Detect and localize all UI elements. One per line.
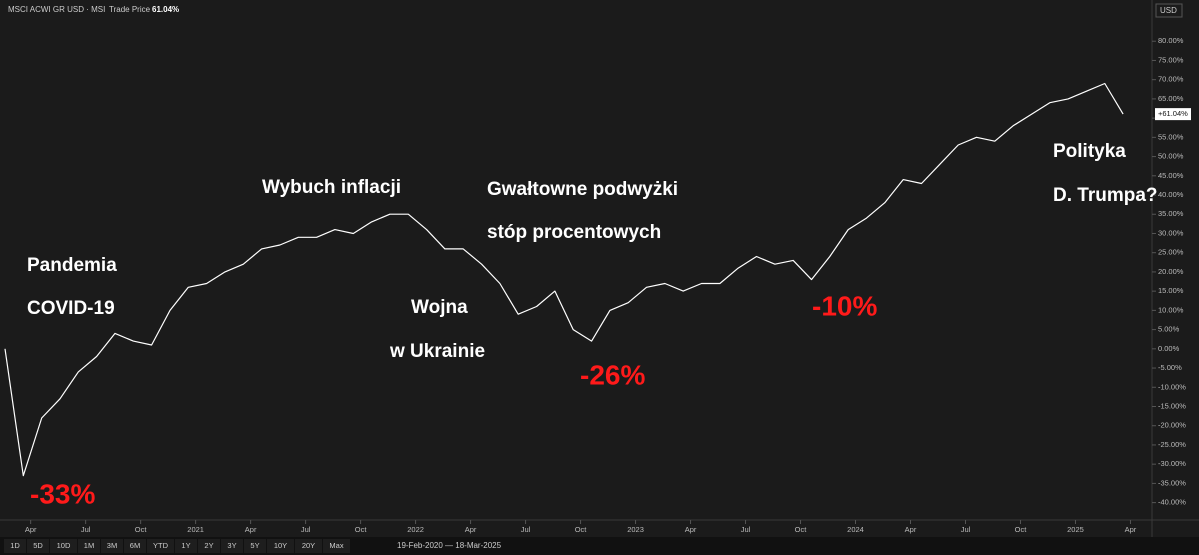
- annotation: COVID-19: [27, 298, 115, 319]
- range-button-label[interactable]: 20Y: [302, 541, 315, 550]
- y-tick-label: 0.00%: [1158, 344, 1180, 353]
- y-tick-label: -30.00%: [1158, 459, 1186, 468]
- header-name: MSCI ACWI GR USD · MSI: [8, 5, 105, 14]
- annotation: w Ukrainie: [389, 341, 485, 362]
- x-tick-label: 2025: [1067, 525, 1084, 534]
- x-tick-label: Jul: [961, 525, 971, 534]
- x-tick-label: Oct: [135, 525, 148, 534]
- y-tick-label: 50.00%: [1158, 152, 1184, 161]
- y-tick-label: 5.00%: [1158, 325, 1180, 334]
- header-price: 61.04%: [152, 5, 179, 14]
- x-tick-label: 2022: [407, 525, 424, 534]
- last-value-badge: [1155, 108, 1191, 121]
- range-button-label[interactable]: 5Y: [250, 541, 259, 550]
- range-button-label[interactable]: 1D: [10, 541, 20, 550]
- y-tick-label: 70.00%: [1158, 75, 1184, 84]
- annotation: Wybuch inflacji: [262, 177, 401, 198]
- y-tick-label: 45.00%: [1158, 171, 1184, 180]
- x-tick-label: Apr: [245, 525, 257, 534]
- annotation: -33%: [30, 478, 95, 509]
- header-price-label: Trade Price: [109, 5, 151, 14]
- y-tick-label: -25.00%: [1158, 440, 1186, 449]
- x-tick-label: Oct: [355, 525, 368, 534]
- range-button[interactable]: [27, 539, 49, 553]
- x-tick-label: Apr: [25, 525, 37, 534]
- y-tick-label: -35.00%: [1158, 478, 1186, 487]
- range-button[interactable]: [124, 539, 146, 553]
- y-tick-label: 25.00%: [1158, 248, 1184, 257]
- annotation: Polityka: [1053, 141, 1126, 162]
- y-tick-label: 35.00%: [1158, 209, 1184, 218]
- y-tick-label: 75.00%: [1158, 55, 1184, 64]
- range-button[interactable]: [267, 539, 294, 553]
- y-tick-label: 30.00%: [1158, 228, 1184, 237]
- date-range[interactable]: 19-Feb-2020 — 18-Mar-2025: [397, 541, 502, 550]
- annotation: -10%: [812, 290, 877, 321]
- range-button-label[interactable]: 6M: [130, 541, 140, 550]
- x-tick-label: Apr: [905, 525, 917, 534]
- y-tick-label: 10.00%: [1158, 305, 1184, 314]
- y-tick-label: -15.00%: [1158, 401, 1186, 410]
- range-button[interactable]: [4, 539, 26, 553]
- range-button[interactable]: [244, 539, 266, 553]
- annotation: -26%: [580, 359, 645, 390]
- range-button-label[interactable]: 3M: [107, 541, 117, 550]
- range-button-label[interactable]: 2Y: [204, 541, 213, 550]
- range-button[interactable]: [175, 539, 197, 553]
- range-button[interactable]: [198, 539, 220, 553]
- price-line: [4, 82, 1124, 477]
- x-tick-label: Oct: [575, 525, 588, 534]
- annotation: Gwałtowne podwyżki: [487, 179, 678, 200]
- range-button-label[interactable]: 3Y: [227, 541, 236, 550]
- y-tick-label: 15.00%: [1158, 286, 1184, 295]
- x-tick-label: 2024: [847, 525, 864, 534]
- range-button[interactable]: [147, 539, 174, 553]
- range-button[interactable]: [221, 539, 243, 553]
- x-tick-label: 2021: [187, 525, 204, 534]
- x-tick-label: Jul: [301, 525, 311, 534]
- y-tick-label: 20.00%: [1158, 267, 1184, 276]
- x-tick-label: 2023: [627, 525, 644, 534]
- range-button[interactable]: [295, 539, 322, 553]
- x-tick-label: Apr: [1125, 525, 1137, 534]
- x-tick-label: Oct: [1015, 525, 1028, 534]
- annotation: stóp procentowych: [487, 222, 661, 243]
- range-button[interactable]: [101, 539, 123, 553]
- y-tick-label: -10.00%: [1158, 382, 1186, 391]
- y-tick-label: -40.00%: [1158, 498, 1186, 507]
- range-button-label[interactable]: 1Y: [181, 541, 190, 550]
- annotation: Pandemia: [27, 255, 117, 276]
- x-tick-label: Apr: [465, 525, 477, 534]
- currency[interactable]: USD: [1160, 6, 1177, 15]
- y-tick-label: 65.00%: [1158, 94, 1184, 103]
- range-button[interactable]: [323, 539, 350, 553]
- annotation: Wojna: [411, 297, 468, 318]
- x-tick-label: Oct: [795, 525, 808, 534]
- range-button-label[interactable]: 5D: [33, 541, 43, 550]
- range-button-label[interactable]: 1M: [84, 541, 94, 550]
- x-tick-label: Jul: [81, 525, 91, 534]
- last-value-label: +61.04%: [1158, 109, 1188, 118]
- range-button-label[interactable]: 10Y: [274, 541, 287, 550]
- currency-box[interactable]: [1155, 3, 1183, 18]
- y-tick-label: 40.00%: [1158, 190, 1184, 199]
- y-tick-label: -5.00%: [1158, 363, 1182, 372]
- x-tick-label: Jul: [741, 525, 751, 534]
- x-tick-label: Apr: [685, 525, 697, 534]
- x-tick-label: Jul: [521, 525, 531, 534]
- range-button[interactable]: [78, 539, 100, 553]
- y-tick-label: 80.00%: [1158, 36, 1184, 45]
- range-button-label[interactable]: 10D: [57, 541, 71, 550]
- y-tick-label: 55.00%: [1158, 132, 1184, 141]
- range-button-label[interactable]: Max: [329, 541, 343, 550]
- annotation: D. Trumpa?: [1053, 185, 1158, 206]
- range-button-label[interactable]: YTD: [153, 541, 169, 550]
- y-tick-label: -20.00%: [1158, 421, 1186, 430]
- range-button[interactable]: [50, 539, 77, 553]
